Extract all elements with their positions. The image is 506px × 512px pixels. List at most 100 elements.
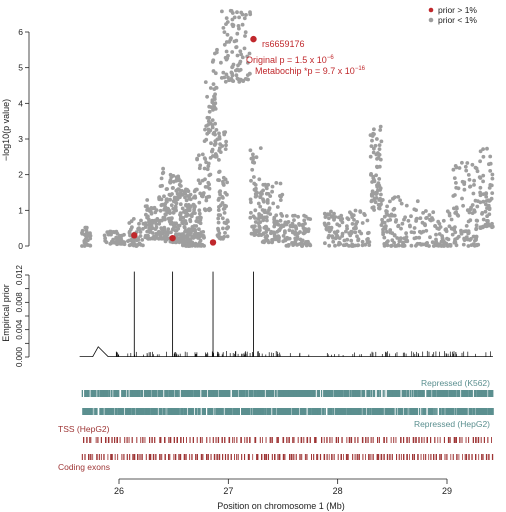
track-mark	[488, 454, 490, 460]
scatter-point	[472, 183, 476, 187]
track-mark	[314, 437, 316, 443]
track-mark	[226, 408, 231, 415]
scatter-point	[382, 214, 387, 219]
scatter-point	[173, 198, 178, 203]
legend-marker-prior-above	[428, 7, 434, 13]
track-mark	[297, 408, 300, 415]
scatter-point	[434, 243, 439, 248]
track-mark	[283, 390, 287, 397]
scatter-point	[207, 173, 212, 178]
scatter-point	[487, 162, 491, 167]
track-mark	[189, 437, 191, 443]
track-mark	[195, 454, 197, 460]
scatter-point	[406, 218, 411, 223]
track-mark	[322, 408, 325, 415]
scatter-point	[235, 31, 240, 36]
track-mark	[319, 454, 322, 460]
scatter-point	[346, 217, 351, 222]
track-mark	[297, 437, 299, 443]
scatter-point	[483, 209, 488, 214]
scatter-point	[370, 189, 375, 194]
scatter-point	[264, 237, 269, 242]
scatter-point	[422, 222, 427, 227]
track-mark	[413, 390, 417, 397]
track-mark	[483, 408, 488, 415]
scatter-point	[468, 218, 473, 223]
scatter-point	[434, 237, 438, 242]
scatter-point	[424, 228, 429, 233]
track-mark	[306, 437, 309, 443]
scatter-point	[249, 210, 253, 215]
track-mark	[230, 454, 232, 460]
scatter-point	[234, 73, 239, 78]
track-mark	[465, 454, 468, 460]
scatter-point	[108, 229, 112, 234]
track-mark	[108, 390, 111, 397]
scatter-point	[400, 221, 405, 226]
scatter-point	[277, 239, 281, 244]
track-mark	[372, 454, 374, 460]
scatter-point	[198, 221, 203, 226]
track-mark	[81, 390, 83, 397]
scatter-point	[175, 191, 180, 196]
scatter-point	[332, 211, 336, 216]
track-mark	[415, 437, 417, 443]
scatter-point	[156, 229, 161, 234]
track-mark	[96, 408, 98, 415]
scatter-point	[224, 16, 229, 20]
scatter-point	[292, 218, 296, 223]
scatter-point	[332, 230, 337, 235]
track-mark	[420, 454, 422, 460]
scatter-point	[454, 243, 459, 248]
metabochip-p-prefix: Metabochip *p = 9.7 x 10	[255, 66, 355, 76]
scatter-point	[201, 191, 206, 195]
scatter-point	[164, 187, 169, 192]
scatter-point	[152, 236, 157, 241]
track-mark	[453, 437, 456, 443]
scatter-point	[218, 192, 223, 197]
track-mark	[371, 408, 375, 415]
track-mark	[439, 437, 441, 443]
track-mark	[337, 454, 339, 460]
track-mark	[210, 408, 213, 415]
scatter-point	[454, 181, 458, 185]
scatter-point	[337, 240, 342, 245]
scatter-point	[274, 181, 279, 185]
track-mark	[293, 437, 295, 443]
track-mark	[287, 408, 292, 415]
track-mark	[141, 454, 143, 460]
track-mark	[281, 390, 285, 397]
track-mark	[392, 390, 397, 397]
track-mark	[202, 408, 206, 415]
scatter-point	[221, 226, 225, 231]
track-mark	[388, 390, 392, 397]
scatter-point	[409, 214, 413, 219]
track-mark	[459, 408, 464, 415]
scatter-point	[489, 196, 494, 201]
track-mark	[188, 390, 191, 397]
scatter-point	[481, 154, 486, 159]
track-mark	[129, 454, 131, 460]
track-mark	[452, 408, 454, 415]
scatter-point	[484, 191, 488, 196]
scatter-point	[470, 162, 475, 167]
scatter-point	[137, 221, 141, 226]
scatter-point	[278, 218, 283, 223]
scatter-point	[246, 60, 250, 65]
x-axis-label: Position on chromosome 1 (Mb)	[217, 501, 345, 511]
scatter-point	[153, 227, 158, 232]
scatter-point	[396, 223, 401, 228]
track-mark	[351, 390, 356, 397]
prior-spikes	[115, 271, 491, 357]
scatter-point	[490, 172, 495, 177]
track-mark	[167, 408, 172, 415]
track-mark	[433, 408, 435, 415]
track-mark	[326, 437, 328, 443]
track-mark	[100, 408, 103, 415]
scatter-point	[194, 224, 199, 228]
scatter-point	[298, 230, 302, 234]
scatter-point	[336, 215, 341, 220]
scatter-point	[453, 225, 457, 230]
track-mark	[456, 408, 460, 415]
scatter-point	[469, 237, 473, 241]
